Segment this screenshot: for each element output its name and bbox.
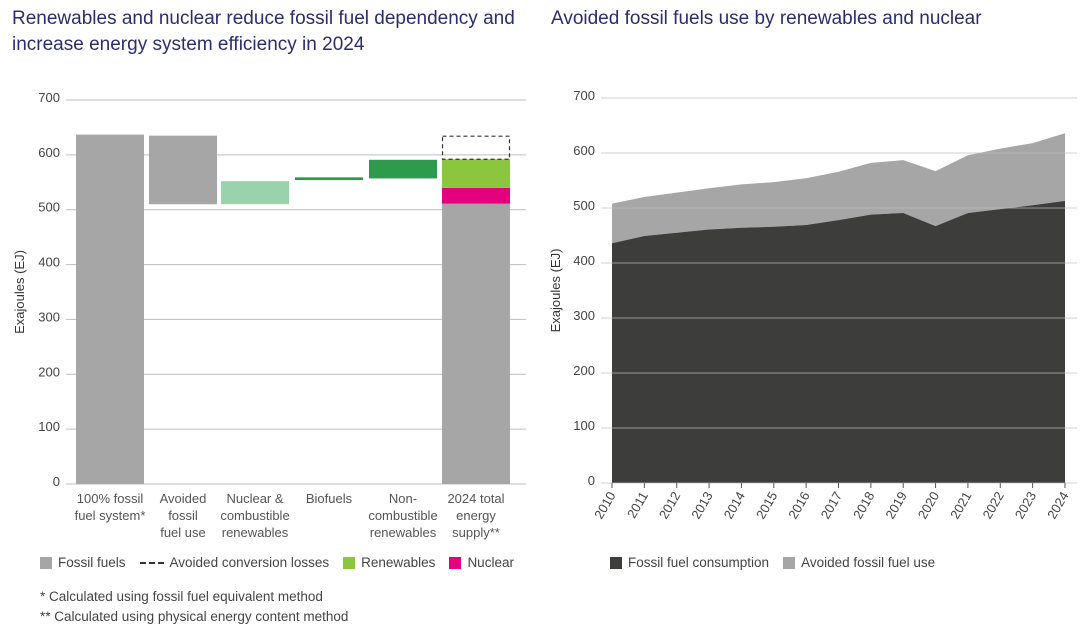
- x-category-label: Non-combustible renewables: [368, 491, 437, 540]
- legend-label-avoided: Avoided fossil fuel use: [801, 555, 936, 570]
- y-tick-label: 100: [573, 418, 595, 433]
- legend-label-nuclear: Nuclear: [467, 555, 514, 570]
- x-tick-label: 2011: [624, 489, 651, 521]
- y-tick-label: 400: [573, 253, 595, 268]
- bar-segment: [221, 181, 289, 205]
- y-axis-title: Exajoules (EJ): [548, 249, 563, 333]
- bar-segment: [295, 177, 363, 181]
- y-axis-title: Exajoules (EJ): [12, 250, 27, 334]
- legend-swatch-nuclear: [449, 556, 462, 569]
- y-tick-label: 0: [588, 473, 595, 488]
- footnote-1: * Calculated using fossil fuel equivalen…: [40, 589, 323, 604]
- right-chart-title: Avoided fossil fuels use by renewables a…: [551, 8, 982, 29]
- x-tick-label: 2020: [915, 489, 942, 522]
- legend-item-avoided: Avoided fossil fuel use: [783, 555, 935, 570]
- legend-swatch-consumption: [610, 556, 622, 569]
- x-category-label: 100% fossil fuel system*: [75, 491, 146, 523]
- y-tick-label: 400: [38, 255, 60, 270]
- footnote-2: ** Calculated using physical energy cont…: [40, 609, 349, 624]
- legend-label-renewables: Renewables: [361, 555, 436, 570]
- left-legend: Fossil fuels Avoided conversion losses R…: [40, 555, 528, 570]
- x-category-label: Biofuels: [306, 491, 353, 506]
- legend-swatch-avoided: [783, 556, 796, 569]
- bar-segment: [149, 135, 217, 205]
- x-tick-label: 2022: [979, 489, 1006, 522]
- x-tick-label: 2017: [818, 489, 845, 522]
- x-tick-label: 2024: [1044, 489, 1071, 522]
- x-tick-label: 2016: [785, 489, 812, 522]
- waterfall-chart: 0 100 200 300 400 500 600 700 Exajoules (EJ) 100%…: [12, 90, 526, 540]
- x-tick-label: 2010: [591, 489, 618, 522]
- legend-item-consumption: Fossil fuel consumption: [610, 555, 769, 570]
- x-tick-label: 2013: [688, 489, 715, 522]
- legend-swatch-renewables: [343, 556, 356, 569]
- y-tick-label: 100: [38, 419, 60, 434]
- right-legend: Fossil fuel consumption Avoided fossil f…: [610, 555, 949, 570]
- bar-segment-dashed: [441, 135, 511, 160]
- y-tick-label: 200: [573, 363, 595, 378]
- legend-item-fossil: Fossil fuels: [40, 555, 126, 570]
- x-tick-label: 2014: [721, 489, 748, 522]
- x-tick-label: 2023: [1012, 489, 1039, 522]
- bar-segment: [442, 187, 510, 204]
- y-tick-label: 300: [573, 308, 595, 323]
- x-tick-label: 2018: [850, 489, 877, 522]
- bar-segment: [369, 159, 437, 179]
- legend-label-consumption: Fossil fuel consumption: [628, 555, 770, 570]
- legend-item-losses: Avoided conversion losses: [139, 555, 330, 570]
- left-chart-title: Renewables and nuclear reduce fossil fue…: [12, 8, 515, 55]
- y-tick-label: 300: [38, 309, 60, 324]
- bar-segment: [442, 203, 510, 484]
- y-tick-label: 700: [38, 90, 60, 105]
- legend-swatch-fossil: [40, 556, 52, 569]
- area-fossil-fuel-consumption: [612, 200, 1065, 483]
- legend-swatch-losses: [139, 561, 164, 564]
- y-tick-label: 200: [38, 364, 60, 379]
- legend-item-nuclear: Nuclear: [449, 555, 514, 570]
- area-chart: 0 100 200 300 400 500 600 700 Exajoules (EJ) 2010…: [548, 88, 1077, 522]
- x-tick-label: 2012: [656, 489, 683, 522]
- y-tick-label: 500: [573, 198, 595, 213]
- y-tick-label: 0: [53, 474, 60, 489]
- x-category-label: 2024 total energy supply**: [447, 491, 504, 540]
- x-category-label: Nuclear & combustible renewables: [220, 491, 289, 540]
- y-tick-label: 700: [573, 88, 595, 103]
- area-avoided-fossil-fuel-use: [612, 133, 1065, 244]
- y-tick-label: 500: [38, 200, 60, 215]
- x-category-label: Avoided fossil fuel use: [160, 491, 207, 540]
- x-tick-label: 2015: [753, 489, 780, 522]
- bar-segment: [442, 159, 510, 188]
- y-tick-label: 600: [38, 145, 60, 160]
- bar-segment: [76, 134, 144, 484]
- y-tick-label: 600: [573, 143, 595, 158]
- x-tick-label: 2019: [882, 489, 909, 522]
- x-tick-label: 2021: [947, 489, 974, 522]
- legend-item-renewables: Renewables: [343, 555, 435, 570]
- legend-label-fossil: Fossil fuels: [58, 555, 126, 570]
- legend-label-losses: Avoided conversion losses: [169, 555, 330, 570]
